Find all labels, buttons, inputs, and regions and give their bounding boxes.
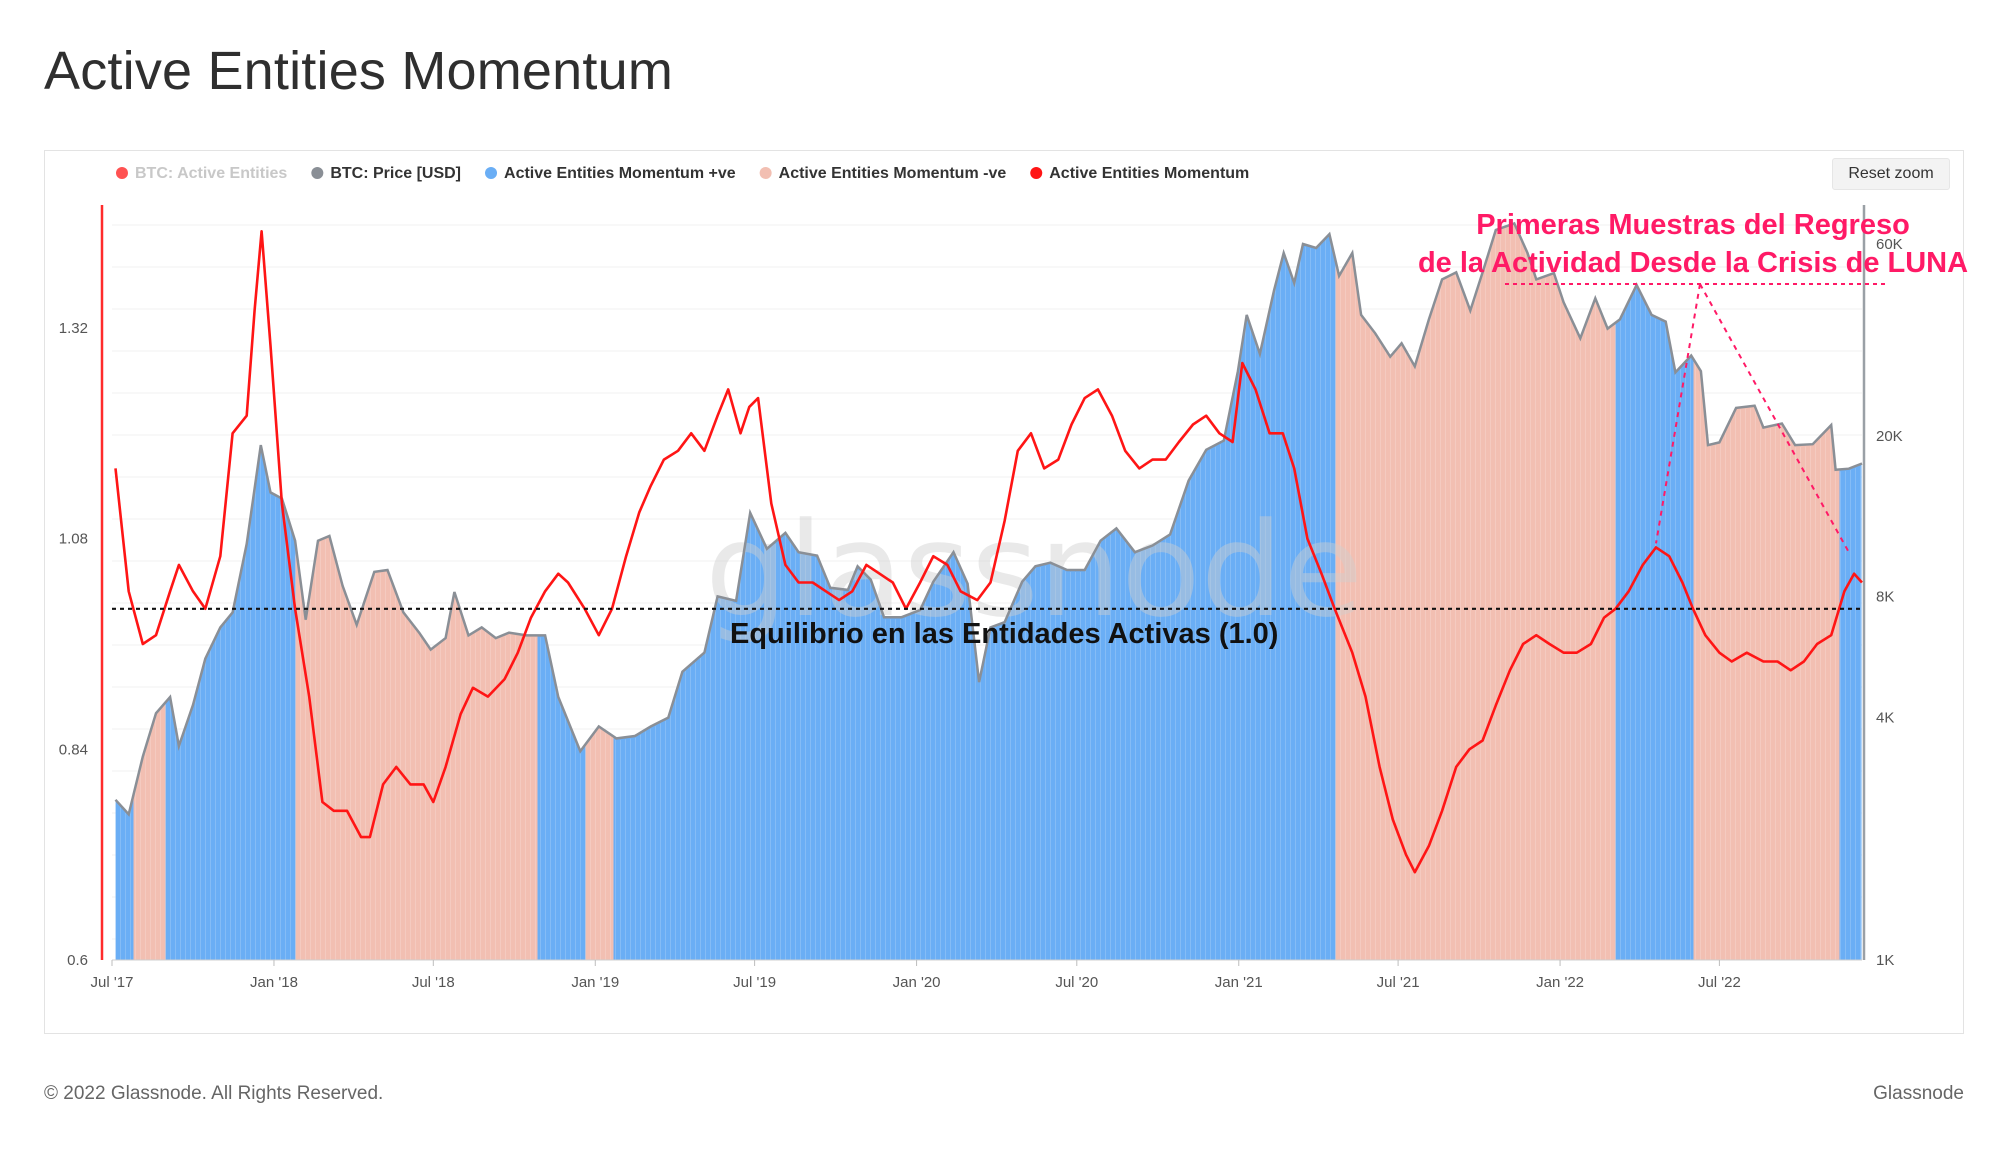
momentum-positive-area: [1615, 286, 1694, 961]
legend-item[interactable]: BTC: Price [USD]: [311, 165, 461, 182]
momentum-positive-area: [165, 448, 296, 960]
y-left-tick-label: 1.32: [59, 320, 88, 337]
legend-item[interactable]: BTC: Active Entities: [116, 165, 287, 182]
legend-marker: [1030, 167, 1043, 179]
momentum-positive-area: [613, 234, 1336, 960]
reset-zoom-button[interactable]: Reset zoom: [1832, 158, 1950, 190]
annotation-line-1: Primeras Muestras del Regreso: [1476, 209, 1910, 241]
legend-marker: [311, 167, 324, 179]
x-tick-label: Jan '19: [571, 974, 619, 991]
x-tick-label: Jul '20: [1055, 974, 1098, 991]
y-right-tick-label: 1K: [1876, 952, 1894, 969]
momentum-negative-area: [1335, 223, 1616, 960]
x-tick-label: Jul '18: [412, 974, 455, 991]
legend-item[interactable]: Active Entities Momentum: [1030, 165, 1249, 182]
x-tick-label: Jul '21: [1377, 974, 1420, 991]
annotation-line-2: de la Actividad Desde la Crisis de LUNA: [1418, 247, 1968, 279]
y-right-tick-label: 4K: [1876, 710, 1894, 727]
equilibrium-label: Equilibrio en las Entidades Activas (1.0…: [730, 618, 1278, 650]
series-line-active-entities-momentum: [114, 230, 1863, 874]
legend-label: BTC: Price [USD]: [330, 165, 461, 182]
watermark-text: glassnode: [705, 494, 1363, 646]
y-left-tick-label: 0.84: [59, 741, 88, 758]
momentum-area: [115, 223, 1862, 961]
y-right-tick-label: 60K: [1876, 236, 1903, 253]
annotation-pointer: [1655, 283, 1701, 544]
legend-label: BTC: Active Entities: [135, 165, 287, 182]
y-right-tick-label: 20K: [1876, 428, 1903, 445]
legend-label: Active Entities Momentum: [1049, 165, 1249, 182]
y-right-tick-label: 8K: [1876, 588, 1894, 605]
copyright-text: © 2022 Glassnode. All Rights Reserved.: [44, 1083, 384, 1104]
y-left-tick-label: 1.08: [59, 531, 88, 548]
annotation-pointer: [1699, 283, 1850, 553]
x-tick-label: Jan '22: [1536, 974, 1584, 991]
momentum-positive-area: [537, 635, 586, 960]
legend-item[interactable]: Active Entities Momentum -ve: [759, 165, 1007, 182]
brand-text: Glassnode: [1873, 1083, 1964, 1104]
legend-marker: [759, 167, 772, 179]
momentum-negative-area: [1693, 359, 1840, 960]
x-tick-label: Jul '22: [1698, 974, 1741, 991]
area-hatching: [115, 226, 1862, 960]
page-title: Active Entities Momentum: [44, 41, 674, 101]
x-tick-label: Jan '21: [1215, 974, 1263, 991]
momentum-positive-area: [115, 794, 134, 960]
series-line-btc-price: [114, 221, 1863, 817]
x-tick-label: Jan '18: [250, 974, 298, 991]
momentum-negative-area: [585, 727, 614, 960]
x-tick-label: Jan '20: [893, 974, 941, 991]
legend-marker: [485, 167, 498, 179]
x-tick-label: Jul '19: [733, 974, 776, 991]
momentum-negative-area: [295, 536, 538, 960]
legend-label: Active Entities Momentum -ve: [779, 165, 1007, 182]
y-left-tick-label: 0.6: [67, 952, 88, 969]
legend-item[interactable]: Active Entities Momentum +ve: [485, 165, 736, 182]
x-tick-label: Jul '17: [91, 974, 134, 991]
legend-marker: [116, 167, 128, 179]
legend-label: Active Entities Momentum +ve: [504, 165, 736, 182]
